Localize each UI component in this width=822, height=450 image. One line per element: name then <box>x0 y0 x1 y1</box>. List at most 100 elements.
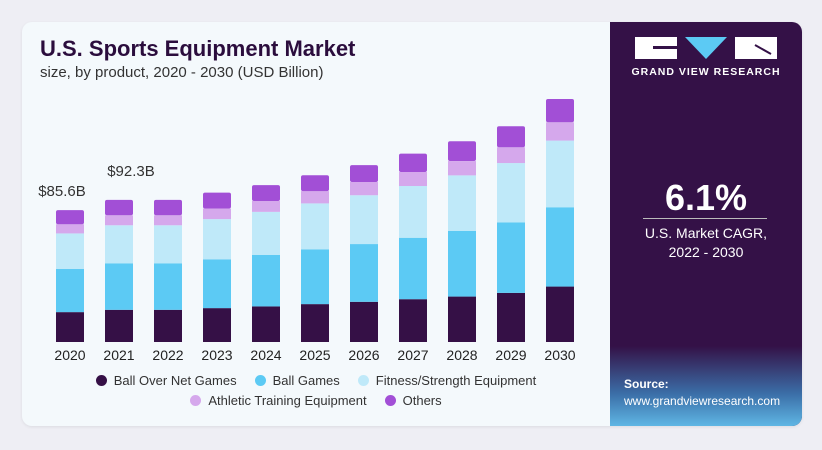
bar-segment-2021-1 <box>105 263 133 310</box>
bar-segment-2030-4 <box>546 99 574 123</box>
legend-label: Ball Over Net Games <box>113 373 237 388</box>
bar-segment-2027-4 <box>399 153 427 172</box>
bar-segment-2020-0 <box>56 312 84 342</box>
bar-segment-2024-4 <box>252 185 280 201</box>
x-tick-label: 2028 <box>446 347 477 363</box>
cagr-label-line2: 2022 - 2030 <box>668 244 744 260</box>
bar-segment-2023-4 <box>203 192 231 209</box>
brand-name: GRAND VIEW RESEARCH <box>631 66 781 78</box>
legend-item: Others <box>384 393 442 408</box>
bar-segment-2025-0 <box>301 304 329 342</box>
legend-item: Ball Over Net Games <box>95 373 237 388</box>
x-tick-label: 2027 <box>397 347 428 363</box>
bar-segment-2023-0 <box>203 308 231 342</box>
source: Source: www.grandviewresearch.com <box>624 376 780 410</box>
data-label: $92.3B <box>107 163 155 180</box>
bar-segment-2022-1 <box>154 263 182 310</box>
decorative-grid <box>610 346 802 426</box>
legend-item: Athletic Training Equipment <box>190 393 367 408</box>
x-tick-label: 2023 <box>201 347 232 363</box>
bar-segment-2029-2 <box>497 163 525 223</box>
bar-segment-2028-4 <box>448 141 476 162</box>
bar-segment-2030-0 <box>546 286 574 342</box>
legend-label: Fitness/Strength Equipment <box>375 373 537 388</box>
bar-segment-2027-0 <box>399 299 427 342</box>
bar-segment-2022-2 <box>154 225 182 264</box>
legend-swatch <box>384 395 396 406</box>
cagr-label: U.S. Market CAGR, 2022 - 2030 <box>610 224 802 262</box>
source-label: Source: <box>624 377 669 391</box>
chart-subtitle: size, by product, 2020 - 2030 (USD Billi… <box>40 64 324 81</box>
grand-view-research-logo <box>635 37 777 59</box>
legend-item: Ball Games <box>254 373 340 388</box>
bar-segment-2022-4 <box>154 199 182 216</box>
x-tick-label: 2025 <box>299 347 330 363</box>
stacked-bar-chart: 2020 $85.6B 2021 $92.3B 2022 2023 2024 2025 2026… <box>38 99 576 363</box>
x-tick-label: 2020 <box>54 347 85 363</box>
bar-segment-2025-2 <box>301 203 329 250</box>
bar-segment-2027-2 <box>399 186 427 238</box>
bar-segment-2029-3 <box>497 147 525 164</box>
bar-segment-2023-2 <box>203 219 231 260</box>
bar-segment-2021-4 <box>105 199 133 216</box>
bar-segment-2025-1 <box>301 249 329 305</box>
side-panel: GRAND VIEW RESEARCH 6.1% U.S. Market CAG… <box>610 22 802 426</box>
bar-segment-2030-1 <box>546 207 574 287</box>
bar-segment-2027-1 <box>399 237 427 300</box>
chart-title: U.S. Sports Equipment Market <box>40 36 356 61</box>
cagr-label-line1: U.S. Market CAGR, <box>644 225 768 241</box>
cagr-value: 6.1% <box>664 177 748 218</box>
legend-row-1: Ball Over Net Games Ball Games Fitness/Str… <box>22 373 610 389</box>
legend-row-2: Athletic Training Equipment Others <box>22 393 610 409</box>
bar-segment-2025-3 <box>301 191 329 204</box>
bar-segment-2026-0 <box>350 301 378 342</box>
bar-segment-2021-0 <box>105 309 133 342</box>
legend-label: Others <box>402 393 442 408</box>
bar-segment-2028-0 <box>448 296 476 342</box>
bar-segment-2026-4 <box>350 165 378 183</box>
bar-segment-2028-1 <box>448 230 476 297</box>
legend-label: Ball Games <box>272 373 340 388</box>
bar-segment-2025-4 <box>301 175 329 192</box>
bar-segment-2026-3 <box>350 182 378 196</box>
bar-segment-2022-3 <box>154 215 182 226</box>
bar-segment-2026-1 <box>350 244 378 302</box>
legend-label: Athletic Training Equipment <box>208 393 367 408</box>
bar-segment-2020-4 <box>56 210 84 225</box>
bar-segment-2028-3 <box>448 161 476 176</box>
legend-item: Fitness/Strength Equipment <box>357 373 537 388</box>
bar-segment-2021-2 <box>105 225 133 264</box>
bar-segment-2024-3 <box>252 200 280 212</box>
x-tick-label: 2026 <box>348 347 379 363</box>
legend-swatch <box>254 375 266 386</box>
bar-segment-2026-2 <box>350 195 378 245</box>
bar-segment-2023-3 <box>203 208 231 220</box>
bar-segment-2022-0 <box>154 309 182 342</box>
bar-segment-2030-2 <box>546 140 574 208</box>
legend-swatch <box>95 375 107 386</box>
infographic-card: U.S. Sports Equipment Market size, by pr… <box>22 22 802 426</box>
x-tick-label: 2029 <box>495 347 526 363</box>
bar-segment-2029-4 <box>497 126 525 148</box>
bar-segment-2023-1 <box>203 259 231 309</box>
x-tick-label: 2022 <box>152 347 183 363</box>
bar-segment-2030-3 <box>546 122 574 141</box>
bar-segment-2020-3 <box>56 224 84 234</box>
bar-segment-2029-1 <box>497 222 525 293</box>
x-tick-label: 2030 <box>544 347 575 363</box>
bar-segment-2020-1 <box>56 269 84 313</box>
x-tick-label: 2024 <box>250 347 281 363</box>
x-tick-label: 2021 <box>103 347 134 363</box>
bar-segment-2029-0 <box>497 292 525 342</box>
bar-segment-2027-3 <box>399 171 427 187</box>
divider <box>643 218 767 219</box>
bar-segment-2021-3 <box>105 215 133 226</box>
bar-segment-2024-0 <box>252 306 280 342</box>
source-url[interactable]: www.grandviewresearch.com <box>624 394 781 408</box>
legend-swatch <box>190 395 202 406</box>
bar-segment-2028-2 <box>448 175 476 231</box>
legend-swatch <box>357 375 369 386</box>
data-label: $85.6B <box>38 183 86 200</box>
bar-segment-2024-1 <box>252 254 280 307</box>
bar-segment-2024-2 <box>252 211 280 255</box>
